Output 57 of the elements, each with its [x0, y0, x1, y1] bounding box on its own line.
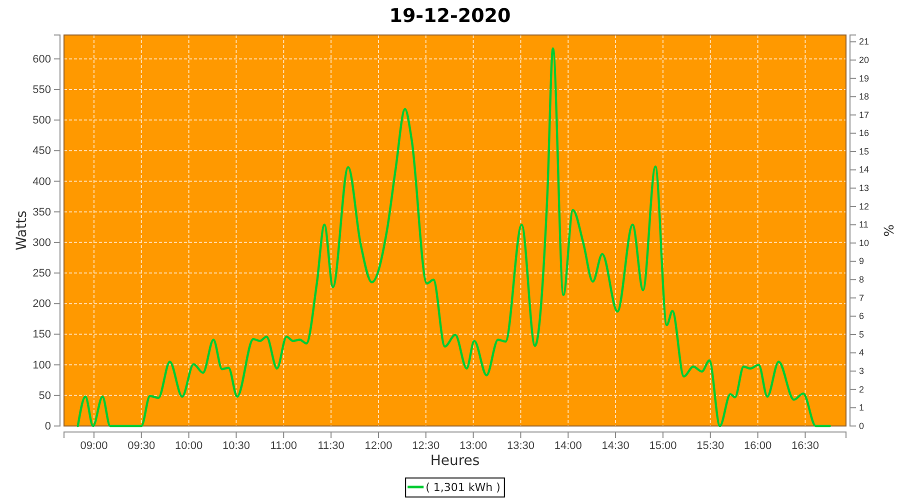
chart-title: 19-12-2020: [389, 5, 511, 27]
x-tick-label: 13:30: [506, 440, 534, 452]
x-tick-label: 14:00: [554, 440, 582, 452]
y-tick-label: 50: [38, 390, 51, 402]
y2-tick-label: 6: [859, 311, 864, 322]
y-tick-label: 150: [32, 328, 51, 341]
y2-tick-label: 11: [859, 220, 868, 230]
y-tick-label: 200: [32, 298, 51, 310]
y-tick-label: 0: [44, 420, 51, 433]
y-tick-label: 100: [32, 359, 51, 372]
legend-label: ( 1,301 kWh ): [426, 481, 500, 494]
x-tick-label: 15:00: [649, 440, 677, 452]
y-tick-label: 600: [32, 53, 51, 66]
y2-tick-label: 19: [859, 73, 870, 84]
x-tick-label: 16:00: [744, 440, 772, 452]
y2-tick-label: 17: [859, 110, 870, 120]
x-tick-label: 11:30: [318, 440, 344, 452]
y-tick-label: 450: [32, 145, 51, 158]
y2-tick-label: 1: [859, 402, 864, 413]
y-axis-title: Watts: [14, 210, 30, 250]
y2-tick-label: 7: [859, 292, 864, 303]
y2-tick-label: 16: [859, 128, 870, 138]
y-tick-label: 350: [32, 206, 51, 218]
y2-tick-label: 3: [859, 366, 864, 376]
y2-tick-label: 4: [859, 348, 864, 358]
y2-tick-label: 14: [859, 164, 870, 175]
x-tick-label: 15:30: [696, 440, 724, 452]
x-tick-label: 14:30: [602, 440, 630, 452]
y2-tick-label: 10: [859, 238, 870, 248]
y2-tick-label: 18: [859, 92, 870, 102]
y-tick-label: 550: [32, 84, 51, 96]
y2-tick-label: 21: [859, 36, 870, 47]
x-tick-label: 10:30: [222, 440, 250, 452]
y2-tick-label: 0: [859, 420, 864, 431]
x-tick-label: 09:00: [80, 440, 108, 452]
x-tick-label: 12:30: [412, 440, 440, 452]
x-tick-label: 10:00: [175, 440, 203, 452]
x-tick-label: 11:00: [270, 440, 297, 452]
x-axis-title: Heures: [430, 453, 480, 469]
x-tick-label: 12:00: [364, 440, 392, 452]
y2-tick-label: 2: [859, 384, 864, 394]
y2-tick-label: 13: [859, 183, 870, 194]
y2-tick-label: 15: [859, 146, 870, 156]
line-series: [76, 47, 831, 428]
y2-tick-label: 9: [859, 256, 864, 266]
y2-tick-label: 8: [859, 274, 864, 285]
y-tick-label: 400: [32, 176, 51, 188]
y-tick-label: 500: [32, 114, 51, 127]
y2-axis-title: %: [880, 224, 895, 237]
x-tick-label: 16:30: [791, 440, 819, 452]
y2-tick-label: 20: [859, 54, 870, 65]
x-tick-label: 09:30: [128, 440, 156, 452]
y2-tick-label: 5: [859, 329, 864, 340]
y-tick-label: 300: [32, 236, 51, 249]
y-tick-label: 250: [32, 268, 51, 280]
x-tick-label: 13:00: [460, 440, 488, 452]
y2-tick-label: 12: [859, 201, 870, 212]
